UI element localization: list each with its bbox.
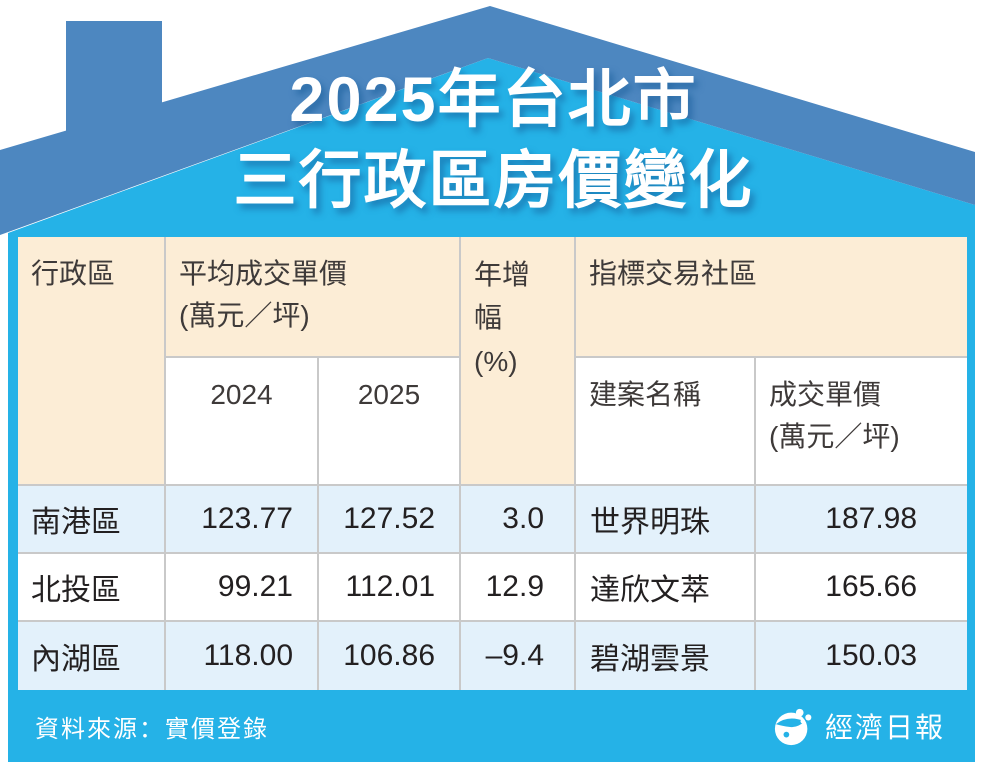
cell-yoy: 12.9 bbox=[459, 552, 577, 622]
chimney bbox=[66, 21, 162, 140]
cell-project-price: 150.03 bbox=[754, 620, 968, 690]
house-roof bbox=[0, 6, 975, 235]
header-avg-price-group: 平均成交單價 (萬元／坪) bbox=[163, 237, 462, 358]
header-project-price: 成交單價 (萬元／坪) bbox=[754, 356, 968, 486]
cell-project: 世界明珠 bbox=[574, 484, 757, 554]
economic-daily-logo-icon bbox=[774, 708, 812, 746]
cell-district: 內湖區 bbox=[18, 620, 166, 690]
cell-price-2025: 106.86 bbox=[316, 620, 462, 690]
footer-bar: 資料來源：實價登錄 經濟日報 bbox=[8, 690, 975, 762]
brand-name: 經濟日報 bbox=[824, 712, 945, 743]
header-row-sub: 2024 2025 建案名稱 成交單價 (萬元／坪) bbox=[18, 356, 968, 486]
title-line-2: 三行政區房價變化 bbox=[233, 146, 754, 216]
cell-yoy: –9.4 bbox=[459, 620, 577, 690]
cell-project-price: 187.98 bbox=[754, 484, 968, 554]
cell-price-2024: 118.00 bbox=[164, 620, 319, 690]
cell-price-2025: 127.52 bbox=[316, 484, 462, 554]
header-row-groups: 行政區 平均成交單價 (萬元／坪) 年增 幅 (%) 指標交易社區 bbox=[18, 237, 968, 486]
cell-project: 碧湖雲景 bbox=[574, 620, 757, 690]
table-row-beitou: 北投區 99.21 112.01 12.9 達欣文萃 165.66 bbox=[18, 552, 968, 622]
header-yoy-change: 年增 幅 (%) bbox=[459, 237, 577, 486]
title-block: 2025年台北市 三行政區房價變化 bbox=[0, 60, 987, 222]
cell-project: 達欣文萃 bbox=[574, 552, 757, 622]
source-note: 資料來源：實價登錄 bbox=[35, 715, 269, 743]
cell-yoy: 3.0 bbox=[459, 484, 577, 554]
cell-price-2024: 123.77 bbox=[164, 484, 319, 554]
price-table: 行政區 平均成交單價 (萬元／坪) 年增 幅 (%) 指標交易社區 2024 2… bbox=[18, 237, 968, 690]
cell-project-price: 165.66 bbox=[754, 552, 968, 622]
cell-district: 南港區 bbox=[18, 484, 166, 554]
cell-price-2025: 112.01 bbox=[316, 552, 462, 622]
header-year-2025: 2025 bbox=[316, 356, 462, 486]
header-project-name: 建案名稱 bbox=[574, 356, 757, 486]
cell-district: 北投區 bbox=[18, 552, 166, 622]
brand: 經濟日報 bbox=[773, 705, 975, 747]
cell-price-2024: 99.21 bbox=[164, 552, 319, 622]
title-line-1: 2025年台北市 bbox=[289, 65, 698, 135]
header-district: 行政區 bbox=[18, 237, 166, 486]
header-year-2024: 2024 bbox=[165, 356, 319, 486]
table-row-nangang: 南港區 123.77 127.52 3.0 世界明珠 187.98 bbox=[18, 484, 968, 554]
header-indicator-group: 指標交易社區 bbox=[574, 237, 968, 358]
table-row-neihu: 內湖區 118.00 106.86 –9.4 碧湖雲景 150.03 bbox=[18, 620, 968, 690]
